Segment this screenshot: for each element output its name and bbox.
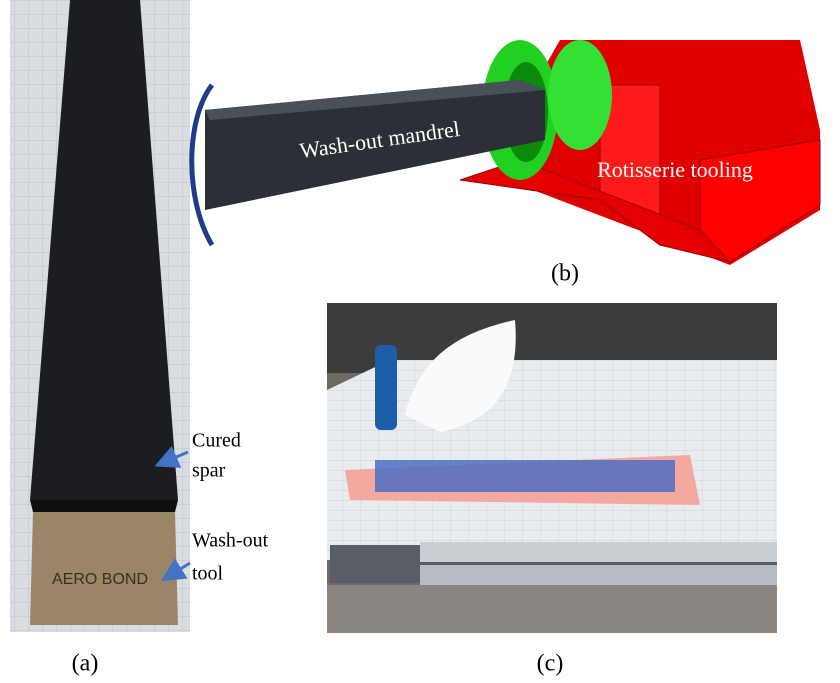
svg-text:AERO BOND: AERO BOND bbox=[52, 571, 148, 588]
render-b bbox=[192, 40, 820, 265]
annotation: tool bbox=[192, 563, 224, 585]
photo-a: AERO BOND bbox=[10, 0, 190, 632]
caption: (c) bbox=[537, 651, 564, 677]
label: Rotisserie tooling bbox=[597, 157, 753, 182]
photo-c bbox=[327, 303, 777, 633]
annotation: Wash-out bbox=[192, 530, 269, 552]
caption: (a) bbox=[72, 651, 99, 677]
annotation: Cured bbox=[192, 430, 241, 452]
figure: AERO BOND Cured spar Wash-out tool (a) W… bbox=[0, 0, 840, 683]
caption: (b) bbox=[551, 261, 579, 287]
annotation: spar bbox=[192, 460, 226, 482]
